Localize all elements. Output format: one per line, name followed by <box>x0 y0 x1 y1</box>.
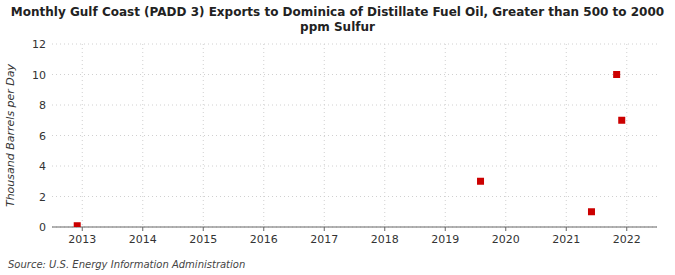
x-tick <box>626 227 627 231</box>
data-point <box>618 117 625 124</box>
x-tick-label: 2018 <box>371 233 399 246</box>
x-tick <box>82 227 83 231</box>
points <box>74 71 626 227</box>
y-tick-label: 2 <box>39 191 46 204</box>
grid-line-x <box>384 44 385 227</box>
grid-line-x <box>505 44 506 227</box>
source-note: Source: U.S. Energy Information Administ… <box>8 259 245 270</box>
grid-line-x <box>203 44 204 227</box>
grid-line-y <box>52 74 657 75</box>
data-point <box>74 222 81 227</box>
data-point <box>613 71 620 78</box>
grid <box>52 44 657 227</box>
x-tick <box>566 227 567 231</box>
grid-line-x <box>263 44 264 227</box>
x-tick-label: 2013 <box>68 233 96 246</box>
grid-line-x <box>626 44 627 227</box>
y-tick-label: 4 <box>39 160 46 173</box>
y-tick-label: 12 <box>32 38 46 51</box>
x-tick-label: 2015 <box>189 233 217 246</box>
y-axis-label: Thousand Barrels per Day <box>4 63 17 207</box>
x-tick <box>445 227 446 231</box>
data-point <box>588 208 595 215</box>
grid-line-y <box>52 166 657 167</box>
data-point <box>477 178 484 185</box>
x-tick <box>384 227 385 231</box>
axes: 2013 2014 2015 2016 2017 2018 2019 2020 2021 2022… <box>32 38 657 246</box>
grid-line-x <box>566 44 567 227</box>
x-tick-label: 2019 <box>431 233 459 246</box>
grid-line-x <box>82 44 83 227</box>
x-tick-label: 2022 <box>613 233 641 246</box>
x-tick-label: 2014 <box>129 233 157 246</box>
x-tick <box>505 227 506 231</box>
chart-title: Monthly Gulf Coast (PADD 3) Exports to D… <box>11 5 664 34</box>
chart-svg: 2013 2014 2015 2016 2017 2018 2019 2020 2021 2022… <box>0 0 675 275</box>
x-tick-label: 2021 <box>552 233 580 246</box>
x-tick-label: 2017 <box>310 233 338 246</box>
grid-line-x <box>324 44 325 227</box>
x-tick <box>324 227 325 231</box>
y-tick-label: 10 <box>32 69 46 82</box>
grid-line-y <box>52 135 657 136</box>
x-tick <box>142 227 143 231</box>
y-tick-label: 0 <box>39 221 46 234</box>
x-tick-label: 2020 <box>492 233 520 246</box>
x-tick <box>203 227 204 231</box>
x-tick-label: 2016 <box>250 233 278 246</box>
y-tick-label: 8 <box>39 99 46 112</box>
y-tick-label: 6 <box>39 130 46 143</box>
grid-line-x <box>445 44 446 227</box>
x-tick <box>263 227 264 231</box>
chart-container: 2013 2014 2015 2016 2017 2018 2019 2020 2021 2022… <box>0 0 675 275</box>
grid-line-x <box>142 44 143 227</box>
